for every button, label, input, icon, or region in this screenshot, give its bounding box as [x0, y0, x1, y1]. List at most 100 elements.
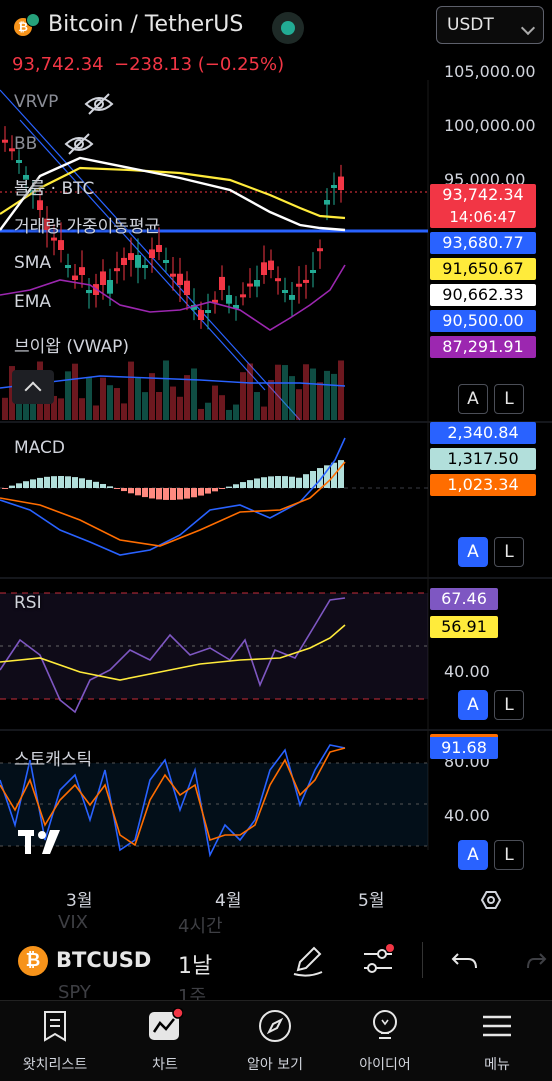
macd-histogram-bar	[205, 488, 211, 494]
volume-bar	[212, 385, 218, 420]
candle	[149, 249, 155, 258]
candle	[16, 160, 22, 163]
candle	[37, 200, 43, 210]
market-status-icon[interactable]	[272, 12, 304, 44]
redo-icon[interactable]	[526, 948, 552, 974]
currency-select[interactable]: USDT	[436, 6, 544, 44]
macd-histogram-bar	[268, 476, 274, 488]
volume-bar	[184, 375, 190, 420]
candle	[247, 283, 253, 287]
indicator-volume-ma[interactable]: 거래량 가중이동평균	[14, 217, 161, 237]
volume-bar	[44, 400, 50, 420]
macd-histogram-bar	[177, 488, 183, 500]
indicator-sma[interactable]: SMA	[14, 253, 52, 273]
toolbar-divider	[422, 942, 423, 978]
volume-bar	[310, 368, 316, 420]
settings-icon[interactable]	[480, 891, 502, 909]
price-change: −238.13 (−0.25%)	[114, 54, 285, 75]
nav-label: 왓치리스트	[22, 1057, 88, 1073]
candle	[233, 305, 239, 309]
macd-histogram-tag: 1,317.50	[430, 448, 536, 470]
candle	[261, 262, 267, 275]
log-scale-button[interactable]: L	[494, 537, 524, 567]
indicator-volume[interactable]: 볼륨 · BTC	[14, 179, 95, 199]
auto-scale-button[interactable]: A	[458, 690, 488, 720]
collapse-legend-button[interactable]	[12, 370, 54, 404]
faded-symbol: SPY	[58, 982, 91, 1003]
macd-histogram-bar	[72, 477, 78, 488]
macd-histogram-bar	[79, 478, 85, 488]
volume-bar	[163, 360, 169, 420]
macd-histogram-bar	[51, 476, 57, 488]
indicator-rsi[interactable]: RSI	[14, 593, 42, 613]
indicator-ema[interactable]: EMA	[14, 292, 52, 312]
candle	[282, 290, 288, 293]
rsi-axis-label: 40.00	[444, 662, 490, 681]
candles	[2, 126, 344, 330]
macd-histogram-bar	[282, 476, 288, 488]
volume-bar	[114, 388, 120, 420]
candle	[135, 255, 141, 268]
macd-histogram-bar	[289, 476, 295, 488]
price-chart[interactable]	[0, 80, 552, 920]
indicator-bb[interactable]: BB	[14, 134, 38, 154]
candle	[303, 279, 309, 283]
volume-bar	[254, 392, 260, 420]
indicators-sliders-icon[interactable]	[360, 942, 396, 978]
time-axis-label: 3월	[66, 891, 93, 911]
candle	[184, 280, 190, 295]
vwap-price-tag: 87,291.91	[430, 336, 536, 358]
volume-bar	[149, 373, 155, 420]
macd-line	[0, 437, 346, 556]
log-scale-button[interactable]: L	[494, 690, 524, 720]
macd-histogram-bar	[37, 477, 43, 488]
eye-off-icon[interactable]	[84, 92, 114, 116]
pencil-icon[interactable]	[290, 942, 326, 978]
undo-icon[interactable]	[450, 948, 480, 974]
macd-histogram-bar	[93, 481, 99, 488]
ema-price-tag: 90,662.33	[430, 284, 536, 306]
macd-histogram-bar	[86, 479, 92, 488]
auto-scale-button[interactable]: A	[458, 840, 488, 870]
log-scale-button[interactable]: L	[494, 840, 524, 870]
macd-histogram-bar	[135, 488, 141, 496]
ticker-label: BTCUSD	[56, 948, 152, 972]
symbol-title[interactable]: Bitcoin / TetherUS	[48, 12, 244, 37]
candle	[72, 275, 78, 280]
candle	[9, 148, 15, 152]
macd-value-tag: 2,340.84	[430, 422, 536, 444]
volume-bar	[23, 398, 29, 420]
macd-histogram	[2, 460, 344, 500]
eye-off-icon[interactable]	[64, 132, 94, 156]
candle	[289, 295, 295, 300]
faded-interval: 4시간	[178, 916, 223, 937]
indicator-stoch[interactable]: 스토캐스틱	[14, 750, 93, 770]
volume-bar	[93, 405, 99, 420]
macd-histogram-bar	[261, 477, 267, 488]
candle	[86, 290, 92, 294]
indicator-macd[interactable]: MACD	[14, 438, 65, 458]
indicator-vrvp[interactable]: VRVP	[14, 92, 59, 112]
symbol-picker-button[interactable]: ₿ BTCUSD	[18, 946, 151, 976]
sma-price-tag: 91,650.67	[430, 258, 536, 280]
candle	[296, 283, 302, 287]
macd-histogram-bar	[16, 483, 22, 488]
volume-bar	[156, 392, 162, 420]
indicator-vwap[interactable]: 브이왑 (VWAP)	[14, 337, 129, 357]
interval-button[interactable]: 1날	[178, 954, 213, 979]
log-scale-button[interactable]: L	[494, 384, 524, 414]
macd-histogram-bar	[128, 488, 134, 494]
last-price: 93,742.34	[12, 54, 104, 75]
volume-bar	[79, 398, 85, 420]
volume-bar	[107, 385, 113, 420]
rsi-line	[0, 597, 346, 714]
candle	[226, 295, 232, 304]
volume-bar	[324, 370, 330, 420]
volume-bar	[86, 377, 92, 420]
candle	[128, 253, 134, 260]
macd-histogram-bar	[338, 460, 344, 488]
auto-scale-button[interactable]: A	[458, 384, 488, 414]
auto-scale-button[interactable]: A	[458, 537, 488, 567]
volume-bar	[226, 409, 232, 420]
candle	[191, 305, 197, 310]
